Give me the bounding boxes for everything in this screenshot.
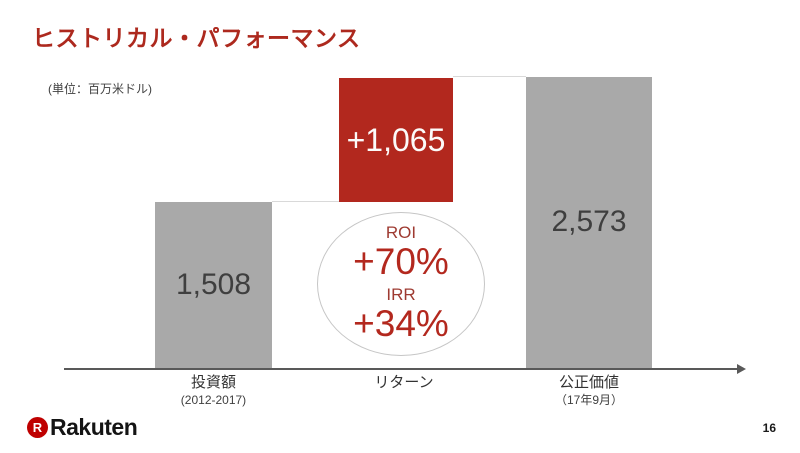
rakuten-logo: R Rakuten [27, 414, 138, 441]
bar-investment: 1,508 [155, 202, 272, 368]
axis-label-fair-value-sub: （17年9月） [554, 392, 624, 407]
axis-label-fair-value: 公正価値 （17年9月） [526, 374, 652, 408]
connector-line-return-fairvalue [453, 76, 526, 77]
bar-return-value: +1,065 [346, 121, 446, 158]
bar-return: +1,065 [339, 78, 453, 202]
roi-irr-annotation-ellipse: ROI +70% IRR +34% [317, 212, 485, 356]
rakuten-logo-wordmark: Rakuten [50, 414, 138, 440]
axis-label-return-main: リターン [374, 374, 434, 391]
page-number: 16 [762, 421, 776, 435]
axis-label-investment: 投資額 (2012-2017) [155, 374, 272, 408]
bar-investment-value: 1,508 [175, 268, 252, 301]
axis-label-fair-value-main: 公正価値 [558, 374, 619, 391]
axis-label-investment-sub: (2012-2017) [180, 392, 247, 407]
axis-label-investment-main: 投資額 [190, 374, 236, 391]
roi-label: ROI [385, 223, 417, 242]
irr-label: IRR [386, 285, 416, 304]
rakuten-logo-r-icon: R [27, 417, 48, 438]
x-axis-arrow-icon [737, 364, 746, 374]
x-axis-line [64, 368, 738, 370]
unit-note: (単位：百万米ドル) [48, 82, 152, 96]
connector-line-investment-return [272, 201, 339, 202]
axis-label-return: リターン [344, 374, 464, 393]
roi-value: +70% [353, 241, 449, 282]
page-title: ヒストリカル・パフォーマンス [32, 25, 361, 51]
bar-fair-value: 2,573 [526, 77, 652, 368]
bar-fair-value-value: 2,573 [551, 205, 627, 238]
irr-value: +34% [353, 303, 449, 344]
